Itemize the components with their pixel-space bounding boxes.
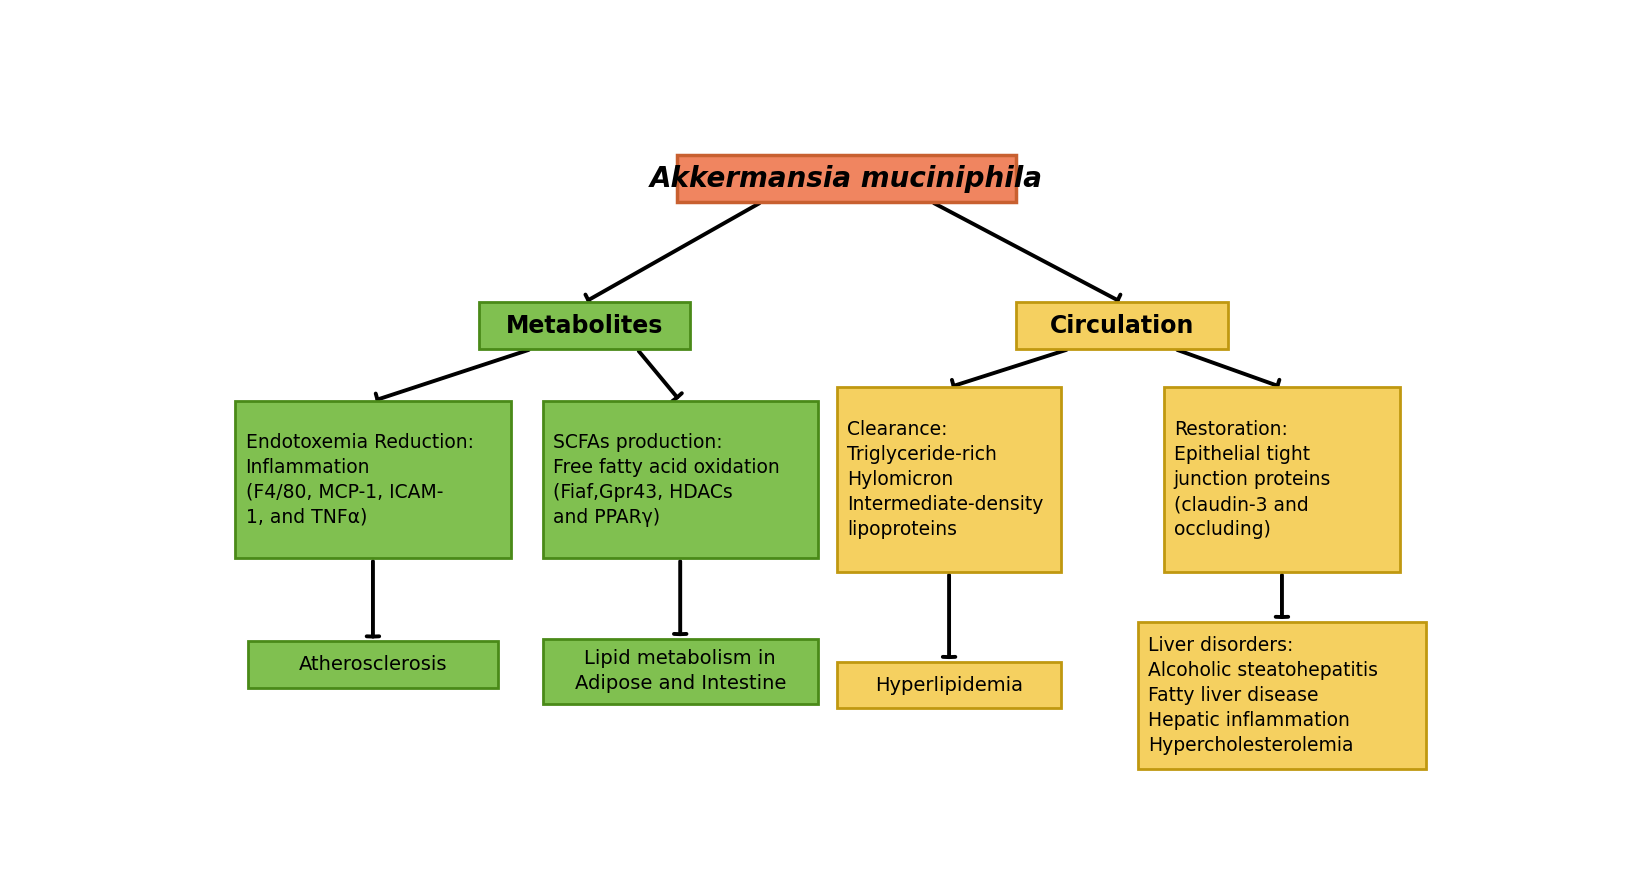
- Text: Lipid metabolism in
Adipose and Intestine: Lipid metabolism in Adipose and Intestin…: [575, 650, 786, 693]
- Text: Hyperlipidemia: Hyperlipidemia: [876, 676, 1023, 694]
- FancyBboxPatch shape: [838, 661, 1061, 709]
- Text: Clearance:
Triglyceride-rich
Hylomicron
Intermediate-density
lipoproteins: Clearance: Triglyceride-rich Hylomicron …: [847, 420, 1044, 540]
- FancyBboxPatch shape: [542, 401, 818, 558]
- FancyBboxPatch shape: [1138, 621, 1426, 769]
- Text: Liver disorders:
Alcoholic steatohepatitis
Fatty liver disease
Hepatic inflammat: Liver disorders: Alcoholic steatohepatit…: [1148, 636, 1378, 755]
- Text: Akkermansia muciniphila: Akkermansia muciniphila: [651, 164, 1042, 193]
- Text: Endotoxemia Reduction:
Inflammation
(F4/80, MCP-1, ICAM-
1, and TNFα): Endotoxemia Reduction: Inflammation (F4/…: [246, 433, 474, 527]
- Text: Metabolites: Metabolites: [506, 314, 662, 338]
- Text: Circulation: Circulation: [1049, 314, 1194, 338]
- Text: SCFAs production:
Free fatty acid oxidation
(Fiaf,Gpr43, HDACs
and PPARγ): SCFAs production: Free fatty acid oxidat…: [553, 433, 780, 527]
- FancyBboxPatch shape: [235, 401, 510, 558]
- FancyBboxPatch shape: [248, 641, 497, 688]
- FancyBboxPatch shape: [542, 639, 818, 704]
- FancyBboxPatch shape: [1163, 388, 1401, 573]
- Text: Atherosclerosis: Atherosclerosis: [299, 655, 448, 674]
- FancyBboxPatch shape: [479, 302, 691, 349]
- Text: Restoration:
Epithelial tight
junction proteins
(claudin-3 and
occluding): Restoration: Epithelial tight junction p…: [1175, 420, 1332, 540]
- FancyBboxPatch shape: [677, 156, 1016, 202]
- FancyBboxPatch shape: [838, 388, 1061, 573]
- FancyBboxPatch shape: [1016, 302, 1227, 349]
